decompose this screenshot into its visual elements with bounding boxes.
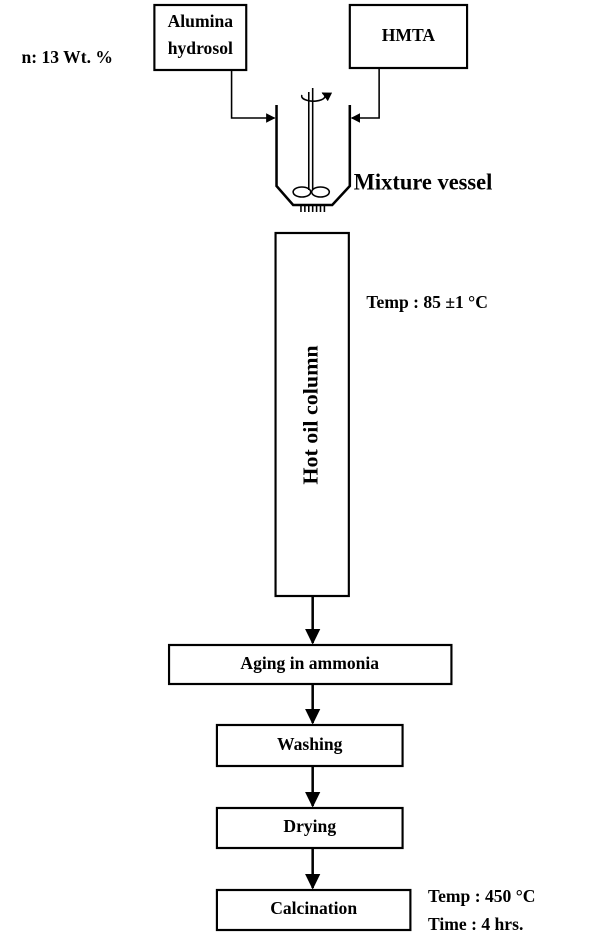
feed-arrow	[230, 70, 276, 123]
concentration-note: n: 13 Wt. %	[21, 47, 112, 67]
aging-label: Aging in ammonia	[240, 653, 379, 673]
alumina-box	[153, 3, 248, 72]
calcination-box	[215, 888, 412, 932]
column-temp-note: Temp : 85 ±1 °C	[366, 292, 487, 312]
calcination-temp-note: Temp : 450 °C	[428, 886, 535, 906]
column-label: Hot oil column	[299, 345, 323, 484]
washing-label: Washing	[277, 734, 343, 754]
propeller	[310, 186, 331, 198]
propeller	[292, 186, 312, 198]
drying-label: Drying	[283, 816, 336, 836]
column-box	[274, 231, 350, 598]
feed-arrow	[350, 68, 380, 123]
nozzles	[300, 205, 326, 212]
calcination-label: Calcination	[270, 898, 357, 918]
washing-box	[215, 723, 404, 768]
rotation-arrow	[300, 92, 333, 102]
calcination-time-note: Time : 4 hrs.	[428, 914, 523, 934]
hmta-box	[348, 3, 469, 70]
drying-box	[215, 806, 404, 850]
hmta-label: HMTA	[382, 25, 436, 45]
alumina-label: Alumina	[168, 11, 234, 31]
vessel-label: Mixture vessel	[354, 169, 493, 194]
aging-box	[167, 643, 453, 686]
alumina-label: hydrosol	[168, 38, 233, 58]
